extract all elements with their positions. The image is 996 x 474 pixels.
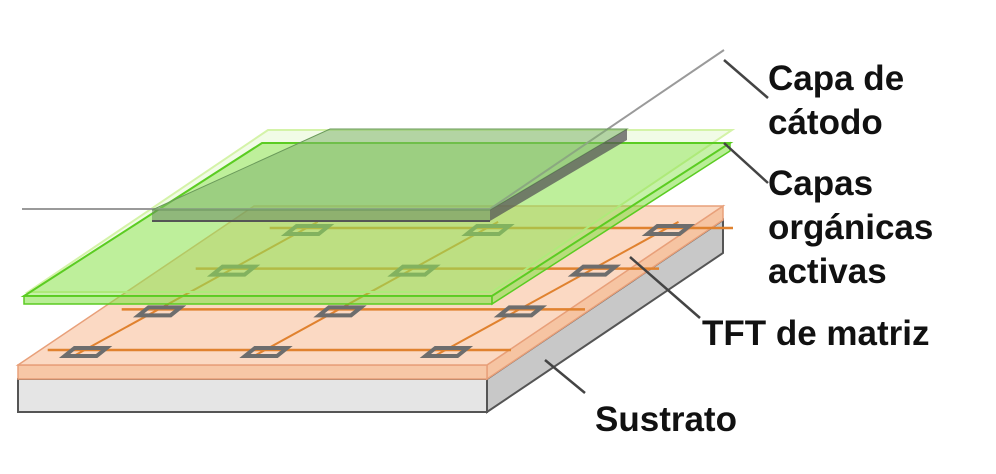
cathode-plate-front (152, 210, 490, 221)
tft-transistor-pad (313, 305, 367, 318)
leader-substrate (544, 359, 586, 394)
tft-backplane (15, 204, 733, 381)
organic-label: Capas orgánicas activas (768, 162, 933, 294)
substrate-front-face (17, 378, 488, 413)
tft-column-trace (433, 221, 679, 357)
tft-transistor-pad (419, 346, 474, 358)
tft-transistor-pad (239, 346, 293, 358)
tft-column-trace (253, 221, 499, 357)
tft-transistor-pad (387, 264, 441, 277)
tft-transistor-pad (58, 346, 113, 358)
tft-grid (47, 221, 733, 358)
tft-transistor-pad (132, 305, 187, 318)
organic-label-line-3: activas (768, 252, 887, 291)
leader-lines (544, 59, 769, 394)
organic-side-edge (491, 141, 731, 306)
tft-transistor-pad (461, 224, 515, 236)
tft-transistor-pad (567, 264, 622, 277)
leader-tft (629, 256, 701, 319)
cathode-label-line-2: cátodo (768, 103, 883, 142)
organic-front-edge (23, 295, 493, 305)
organic-label-line-1: Capas (768, 164, 874, 203)
tft-transistor-pad (641, 224, 696, 236)
leader-organic (723, 142, 769, 184)
backplane-front (17, 364, 488, 380)
substrate (17, 218, 724, 414)
cathode-layer (22, 49, 725, 222)
tft-column-trace (73, 221, 319, 357)
backplane-top (15, 205, 726, 366)
cathode-plate-side (490, 129, 627, 221)
organic-label-line-2: orgánicas (768, 208, 934, 247)
substrate-label: Sustrato (595, 400, 737, 439)
cathode-label-line-1: Capa de (768, 59, 905, 98)
tft-transistor-pad (493, 305, 548, 318)
tft-transistor-pad (206, 264, 261, 277)
tft-label: TFT de matriz (702, 314, 930, 353)
cathode-label: Capa de cátodo (768, 57, 904, 145)
leader-cathode (723, 59, 769, 99)
tft-transistor-pad (280, 224, 335, 236)
